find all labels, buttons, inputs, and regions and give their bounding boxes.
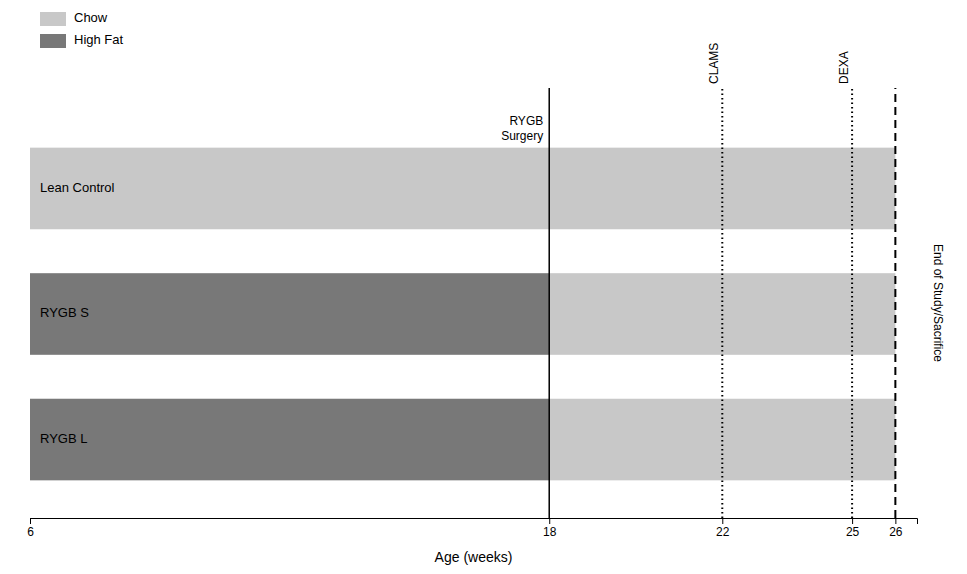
bar-segment xyxy=(30,273,549,355)
legend-label: High Fat xyxy=(74,32,124,47)
annotation-label-line: Surgery xyxy=(501,129,543,143)
legend: Chow High Fat xyxy=(40,10,124,48)
bar-label: RYGB S xyxy=(40,305,89,320)
x-tick-label: 18 xyxy=(543,525,557,539)
x-tick: 26 xyxy=(889,518,903,539)
bar-segment xyxy=(30,399,549,481)
x-axis-line xyxy=(31,519,918,525)
legend-item: High Fat xyxy=(40,32,124,48)
x-tick-mark xyxy=(895,518,896,524)
annotation-line xyxy=(894,88,896,518)
annotation-line xyxy=(721,88,723,518)
legend-swatch xyxy=(40,34,66,48)
annotation-label: RYGBSurgery xyxy=(501,114,543,143)
x-tick-mark xyxy=(30,518,31,524)
legend-item: Chow xyxy=(40,10,108,26)
annotation-label: End of Study/Sacrifice xyxy=(931,244,945,362)
labels: Lean Control RYGB S RYGB L RYGBSurgery CLAMS… xyxy=(40,43,945,446)
x-tick-label: 26 xyxy=(889,525,903,539)
legend-label: Chow xyxy=(74,10,108,25)
x-axis-title: Age (weeks) xyxy=(435,549,513,565)
bar-segment xyxy=(30,148,895,230)
x-tick-mark xyxy=(852,518,853,524)
plot-area xyxy=(30,88,895,518)
x-tick-label: 25 xyxy=(846,525,860,539)
x-tick: 18 xyxy=(543,518,557,539)
legend-swatch xyxy=(40,12,66,26)
bar-label: Lean Control xyxy=(40,180,115,195)
x-tick-mark xyxy=(549,518,550,524)
x-tick-label: 22 xyxy=(716,525,730,539)
x-tick-label: 6 xyxy=(27,525,34,539)
annotation-line xyxy=(851,88,853,518)
annotation-label: CLAMS xyxy=(707,43,721,84)
chart: 6 18 22 25 26 Age (weeks) Lean Control RYGB S RY… xyxy=(0,0,967,574)
annotation-label-line: RYGB xyxy=(509,114,543,128)
x-tick: 25 xyxy=(846,518,860,539)
bar-label: RYGB L xyxy=(40,431,87,446)
x-axis: 6 18 22 25 26 xyxy=(27,518,917,539)
x-tick: 22 xyxy=(716,518,730,539)
x-tick-mark xyxy=(722,518,723,524)
x-tick: 6 xyxy=(27,518,34,539)
annotation-line xyxy=(548,88,550,518)
annotation-label: DEXA xyxy=(837,51,851,84)
